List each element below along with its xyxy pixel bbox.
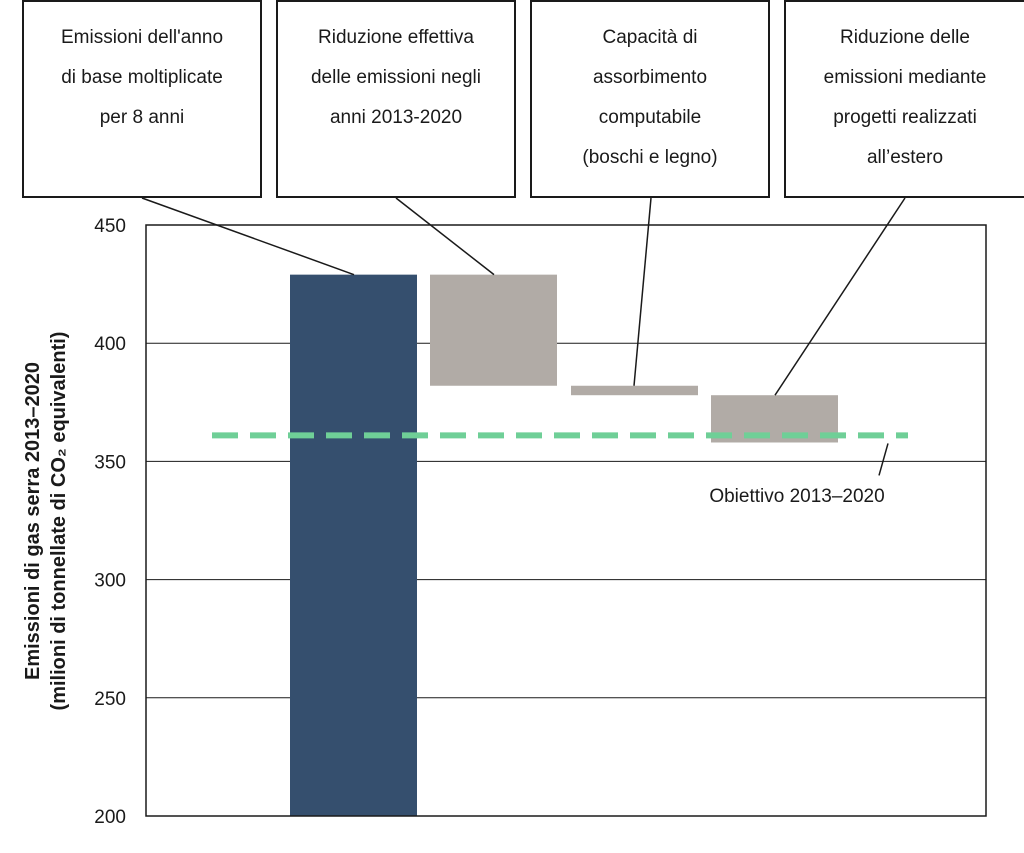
callout-line: Capacità di <box>602 27 698 48</box>
y-tick-label: 400 <box>94 334 126 355</box>
callout-line: assorbimento <box>592 67 708 88</box>
callout-absorption-capacity: Capacità di assorbimento computabile (bo… <box>530 0 770 198</box>
callout-leader <box>633 197 652 386</box>
waterfall-bar <box>290 274 417 816</box>
y-tick-label: 350 <box>94 452 126 473</box>
y-tick-label: 200 <box>94 807 126 828</box>
waterfall-bar <box>711 395 838 443</box>
waterfall-bar <box>430 274 557 386</box>
callout-base-emissions: Emissioni dell'anno di base moltiplicate… <box>22 0 262 198</box>
gridlines <box>146 224 986 817</box>
callout-line: Riduzione delle <box>840 27 970 48</box>
y-tick-label: 250 <box>94 689 126 710</box>
callout-leader <box>395 197 495 276</box>
callout-line: emissioni mediante <box>823 67 987 88</box>
callout-leader <box>141 197 355 276</box>
callout-line: (boschi e legno) <box>582 147 718 168</box>
callout-leader <box>774 197 906 396</box>
bars <box>290 274 838 816</box>
y-tick-label: 450 <box>94 216 126 237</box>
callout-line: Emissioni dell'anno <box>60 27 224 48</box>
callout-line: all’estero <box>866 147 944 168</box>
y-tick-labels: 200 250 300 350 400 450 <box>94 216 126 828</box>
callout-line: anni 2013-2020 <box>329 107 463 128</box>
callout-line: delle emissioni negli <box>310 67 482 88</box>
plot-frame <box>145 224 987 817</box>
callout-line: per 8 anni <box>99 107 185 128</box>
waterfall-bar <box>571 385 698 396</box>
y-tick-label: 300 <box>94 571 126 592</box>
callout-line: Riduzione effettiva <box>318 27 474 48</box>
target-line-group: Obiettivo 2013–2020 <box>212 432 908 507</box>
callout-foreign-projects: Riduzione delle emissioni mediante proge… <box>784 0 1024 198</box>
callout-line: progetti realizzati <box>833 107 977 128</box>
target-label: Obiettivo 2013–2020 <box>709 486 884 507</box>
callout-effective-reduction: Riduzione effettiva delle emissioni negl… <box>276 0 516 198</box>
callout-leaders <box>141 197 906 396</box>
target-leader <box>878 443 889 476</box>
callout-line: computabile <box>598 107 702 128</box>
callout-line: di base moltiplicate <box>61 67 223 88</box>
